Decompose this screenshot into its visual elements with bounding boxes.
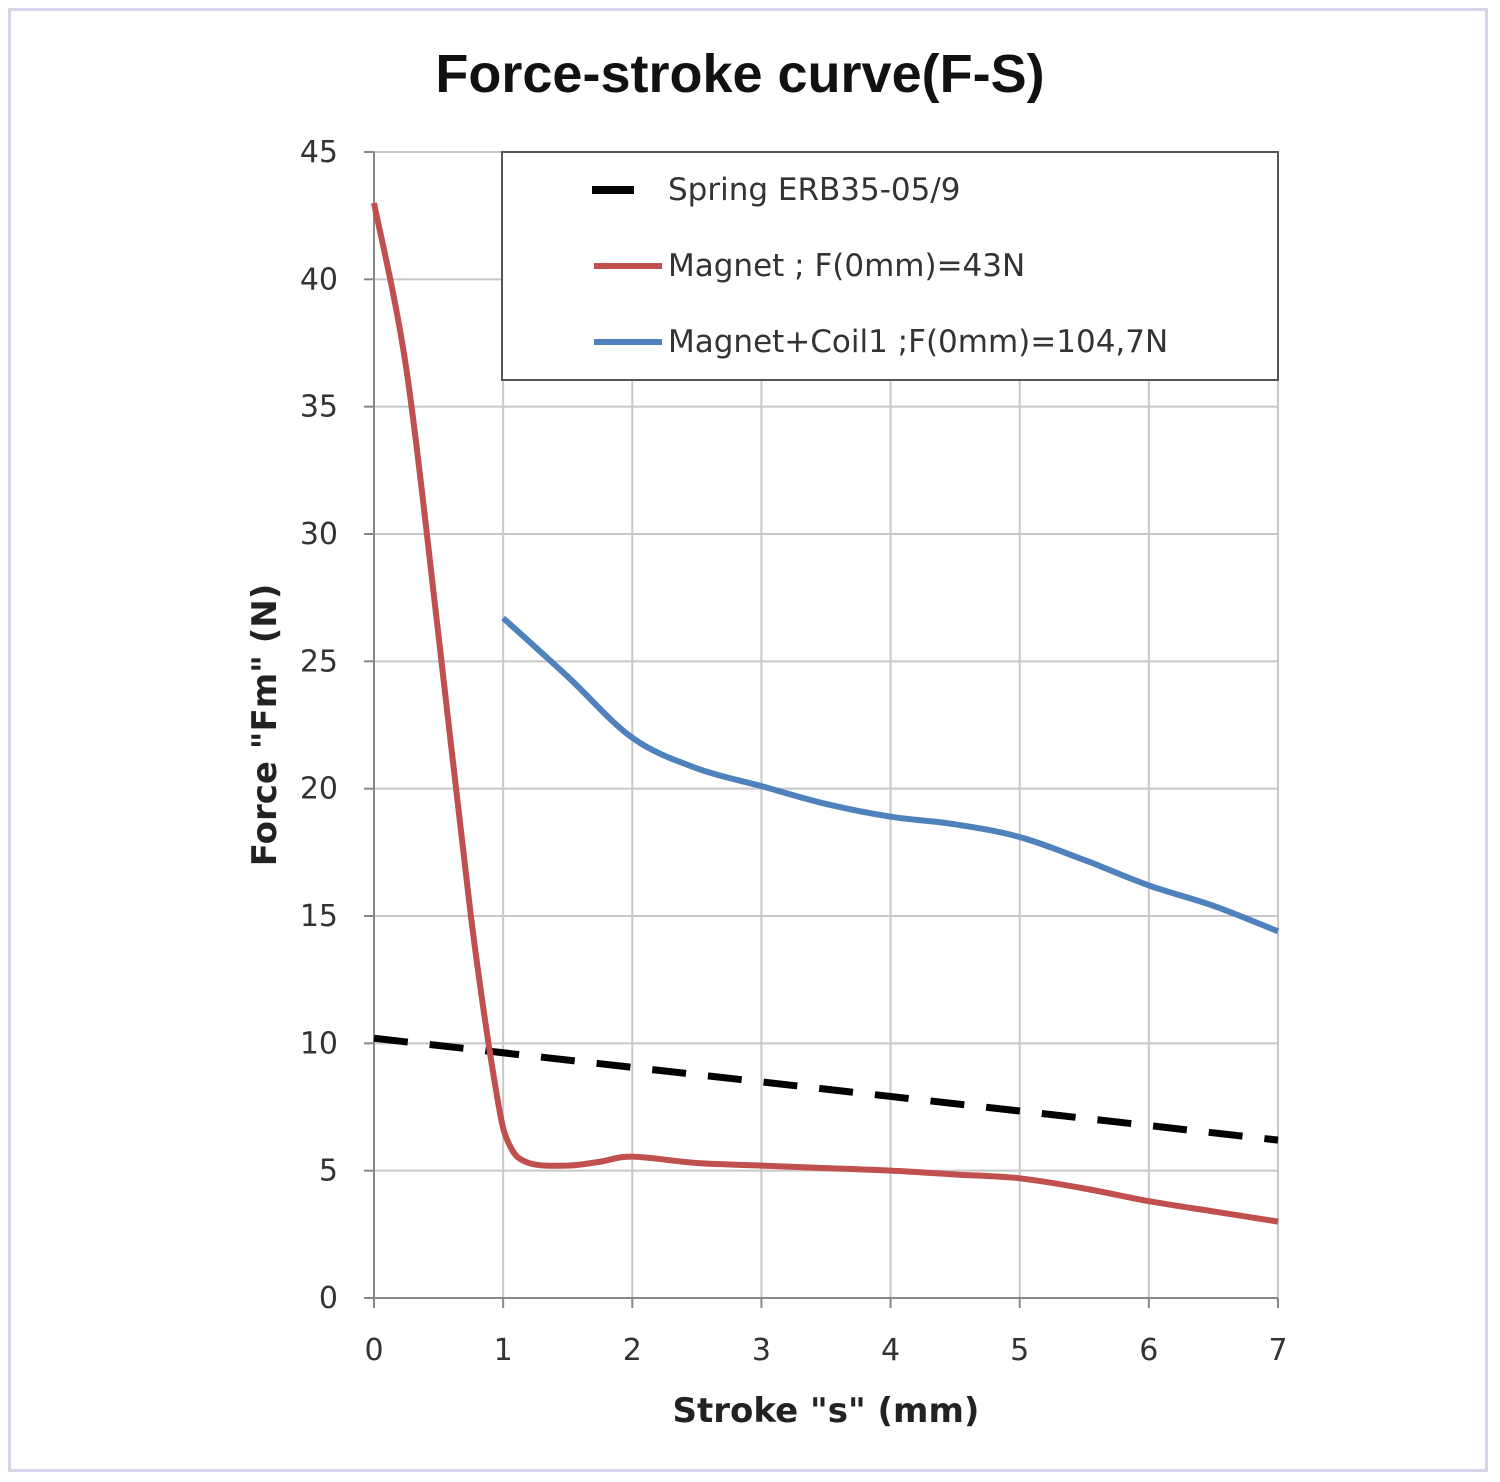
y-tick-label: 45 [300,135,338,170]
x-tick-label: 1 [494,1333,513,1368]
x-axis-label: Stroke "s" (mm) [673,1391,980,1431]
y-tick-label: 0 [319,1281,338,1316]
series-spring-line [373,1034,1279,1144]
y-axis-label: Force "Fm" (N) [245,584,285,866]
legend-label-magnet: Magnet ; F(0mm)=43N [668,248,1025,284]
y-tick-label: 15 [300,899,338,934]
legend-label-spring: Spring ERB35-05/9 [668,172,961,208]
y-tick-label: 25 [300,644,338,679]
y-tick-label: 30 [300,517,338,552]
x-tick-label: 7 [1268,1333,1287,1368]
y-tick-label: 35 [300,390,338,425]
x-tick-label: 2 [623,1333,642,1368]
y-tick-label: 5 [319,1154,338,1189]
legend-label-magnet-coil: Magnet+Coil1 ;F(0mm)=104,7N [668,324,1168,360]
y-tick-labels: 0 5 10 15 20 25 30 35 40 45 [300,135,338,1316]
y-tick-label: 40 [300,262,338,297]
series-layer [371,202,1280,1225]
x-tick-label: 3 [752,1333,771,1368]
y-tick-label: 10 [300,1026,338,1061]
chart-title: Force-stroke curve(F-S) [435,44,1044,104]
x-tick-label: 0 [364,1333,383,1368]
series-magnet-coil-line [501,615,1280,935]
x-tick-label: 6 [1139,1333,1158,1368]
x-tick-label: 4 [881,1333,900,1368]
series-magnet-line [371,202,1279,1225]
x-tick-labels: 0 1 2 3 4 5 6 7 [364,1333,1287,1368]
x-tick-label: 5 [1010,1333,1029,1368]
y-tick-label: 20 [300,772,338,807]
legend: Spring ERB35-05/9 Magnet ; F(0mm)=43N Ma… [501,151,1279,381]
